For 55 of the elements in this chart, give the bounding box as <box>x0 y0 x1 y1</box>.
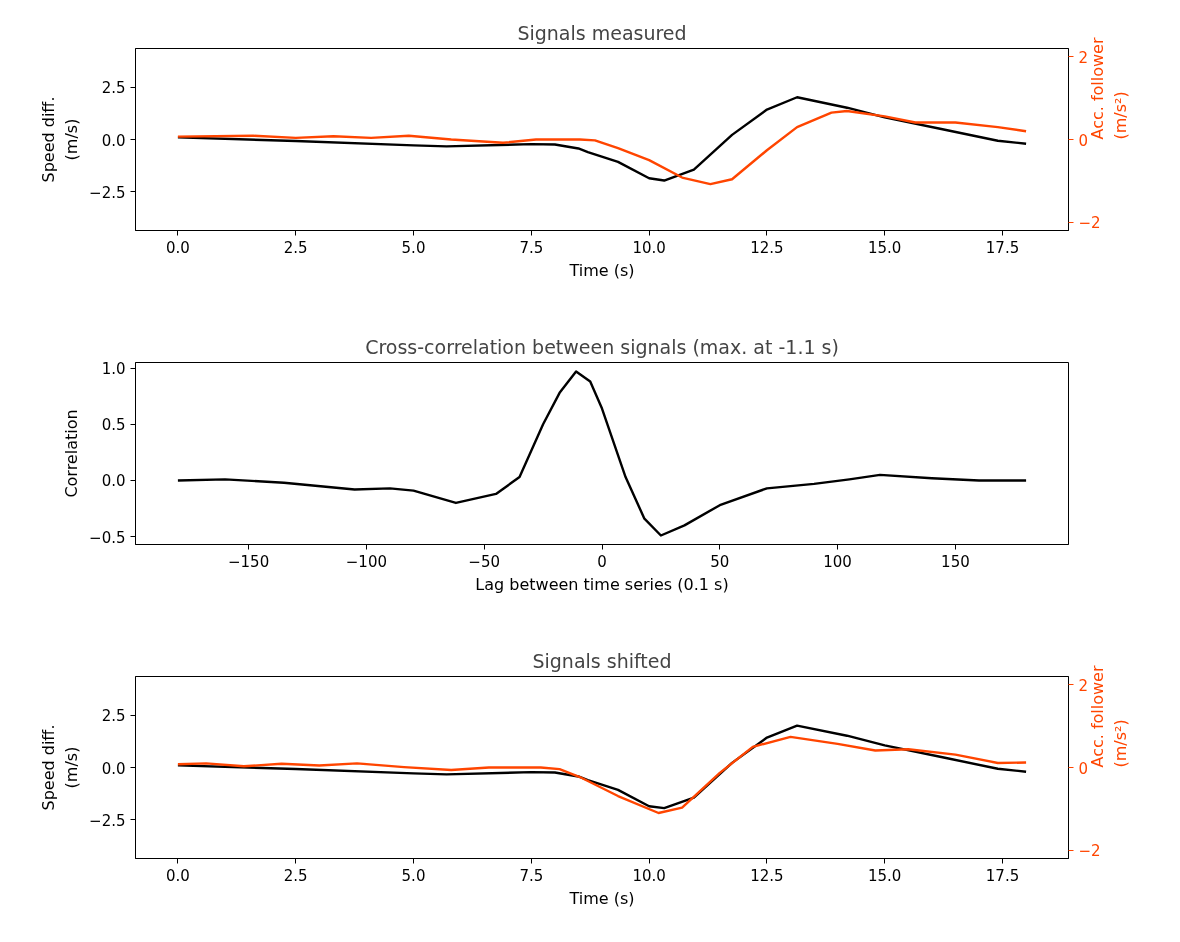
y-tick-label: 0.0 <box>101 759 126 778</box>
x-tick-label: −50 <box>468 552 501 571</box>
y-tick-label: 2.5 <box>101 79 126 98</box>
line-series <box>176 735 1028 815</box>
x-tick-label: 7.5 <box>519 866 544 885</box>
x-tick-label: 5.0 <box>401 866 426 885</box>
y-tick-label: 1.0 <box>101 360 126 379</box>
x-axis-title: Time (s) <box>568 888 635 908</box>
x-axis-title: Time (s) <box>568 260 635 280</box>
x-tick-label: 17.5 <box>985 238 1020 257</box>
x-tick-label: 150 <box>941 552 970 571</box>
line-series <box>176 724 1028 810</box>
y2-tick-label: 0 <box>1078 131 1089 150</box>
x-tick-label: 15.0 <box>868 866 902 885</box>
chart-title: Signals measured <box>517 21 687 44</box>
y2-tick-label: 2 <box>1078 48 1089 67</box>
y2-axis-title: Acc. follower (m/s²) <box>1087 665 1130 768</box>
x-tick-label: 2.5 <box>283 238 308 257</box>
x-tick-label: 0.0 <box>165 238 190 257</box>
x-tick-label: −150 <box>227 552 270 571</box>
x-tick-label: 10.0 <box>632 238 666 257</box>
y-axis-title: Correlation <box>62 409 82 498</box>
y2-tick-label: −2 <box>1078 842 1101 861</box>
x-tick-label: 12.5 <box>750 866 784 885</box>
y2-tick-label: 2 <box>1078 676 1089 695</box>
y-tick-label: 2.5 <box>101 707 126 726</box>
y-tick-label: 0.0 <box>101 131 126 150</box>
y-tick-label: −0.5 <box>89 528 126 547</box>
x-tick-label: 5.0 <box>401 238 426 257</box>
x-tick-label: 17.5 <box>985 866 1020 885</box>
line-series <box>176 96 1028 182</box>
chart-title: Signals shifted <box>532 649 672 672</box>
line-series <box>176 109 1028 186</box>
x-tick-label: 0.0 <box>165 866 190 885</box>
y-tick-label: 0.0 <box>101 472 126 491</box>
x-tick-label: 15.0 <box>868 238 902 257</box>
y-axis-title: Speed diff. (m/s) <box>39 96 82 183</box>
y-tick-label: 0.5 <box>101 416 126 435</box>
y-tick-label: −2.5 <box>89 811 126 830</box>
y2-tick-label: −2 <box>1078 214 1101 233</box>
y-tick-label: −2.5 <box>89 183 126 202</box>
x-tick-label: 12.5 <box>750 238 784 257</box>
line-series <box>176 370 1028 537</box>
x-tick-label: 0 <box>597 552 607 571</box>
x-tick-label: 2.5 <box>283 866 308 885</box>
y2-tick-label: 0 <box>1078 759 1089 778</box>
x-tick-label: 7.5 <box>519 238 544 257</box>
x-tick-label: −100 <box>345 552 387 571</box>
x-tick-label: 50 <box>710 552 730 571</box>
chart-title: Cross-correlation between signals (max. at -1.1 s) <box>365 335 839 358</box>
x-axis-title: Lag between time series (0.1 s) <box>475 574 729 594</box>
x-tick-label: 10.0 <box>632 866 666 885</box>
x-tick-label: 100 <box>823 552 852 571</box>
y-axis-title: Speed diff. (m/s) <box>39 724 82 811</box>
y2-axis-title: Acc. follower (m/s²) <box>1087 37 1130 140</box>
